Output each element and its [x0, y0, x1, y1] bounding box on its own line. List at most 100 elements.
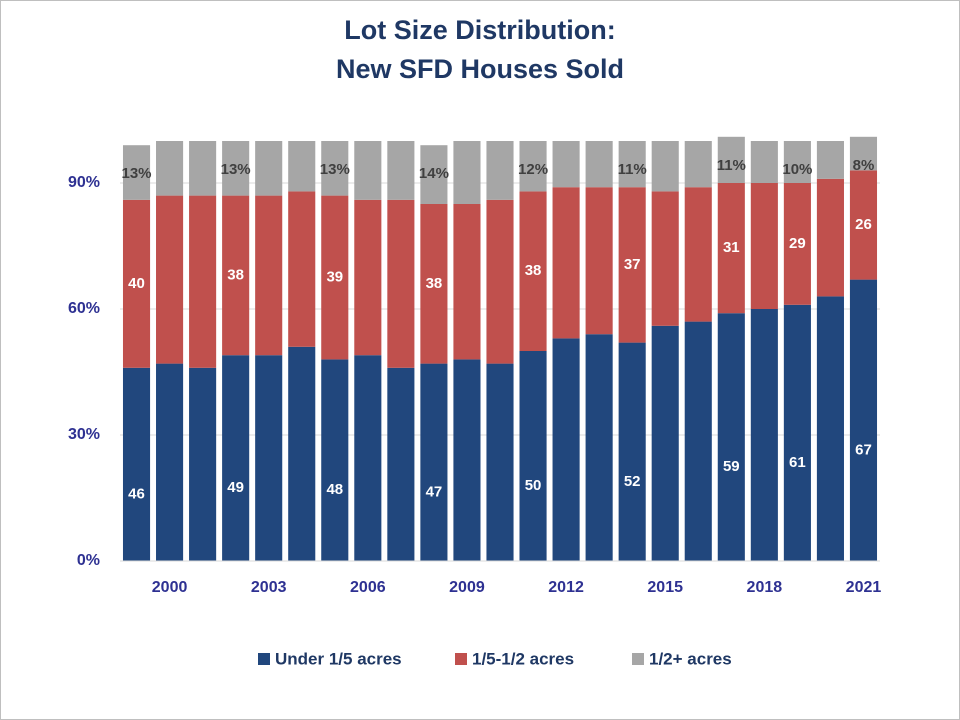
data-label: 38: [525, 262, 542, 279]
bar-segment: [453, 359, 481, 561]
data-label: 39: [326, 268, 343, 285]
data-label: 31: [723, 239, 740, 256]
data-label: 13%: [122, 165, 152, 182]
legend-swatch: [632, 653, 644, 665]
bar-segment: [387, 141, 415, 200]
bar-segment: [321, 195, 349, 360]
bar-segment: [486, 199, 514, 364]
bar-segment: [585, 334, 613, 561]
bar-segment: [156, 363, 184, 561]
x-tick-label: 2006: [350, 579, 386, 596]
data-label: 48: [326, 481, 343, 498]
data-label: 14%: [419, 165, 449, 182]
data-label: 38: [426, 275, 443, 292]
bar-segment: [849, 170, 878, 280]
bar-segment: [552, 338, 580, 561]
data-label: 52: [624, 473, 641, 490]
chart-title: Lot Size Distribution:: [344, 15, 615, 45]
bar-segment: [684, 141, 712, 188]
bar-segment: [486, 363, 514, 561]
bar-segment: [585, 141, 613, 188]
legend-swatch: [455, 653, 467, 665]
x-tick-label: 2000: [152, 579, 188, 596]
bar-segment: [618, 141, 646, 188]
bar-segment: [387, 367, 415, 561]
bar-segment: [288, 141, 316, 192]
bar-segment: [288, 191, 316, 347]
legend-label: 1/5-1/2 acres: [472, 649, 574, 668]
data-label: 8%: [853, 157, 875, 174]
bar-segment: [453, 204, 481, 360]
chart-title: New SFD Houses Sold: [336, 54, 624, 84]
bar-segment: [651, 325, 679, 561]
bar-segment: [122, 199, 151, 368]
bar-segment: [684, 187, 712, 322]
bar-segment: [354, 199, 382, 356]
bar-segment: [222, 355, 250, 561]
bar-segment: [684, 321, 712, 561]
data-label: 46: [128, 485, 145, 502]
data-label: 40: [128, 275, 145, 292]
bar-segment: [585, 187, 613, 335]
bar-segment: [321, 141, 349, 196]
data-label: 13%: [320, 161, 350, 178]
bar-segment: [189, 141, 217, 196]
bar-segment: [750, 183, 778, 309]
x-tick-label: 2003: [251, 579, 287, 596]
data-label: 37: [624, 256, 641, 273]
bar-segment: [849, 279, 878, 561]
bar-segment: [222, 195, 250, 356]
bar-segment: [651, 141, 679, 192]
y-tick-label: 60%: [68, 300, 100, 317]
bar-segment: [354, 355, 382, 561]
data-label: 49: [227, 479, 244, 496]
bar-segment: [486, 141, 514, 200]
x-tick-label: 2021: [846, 579, 882, 596]
data-label: 50: [525, 477, 542, 494]
bar-segment: [321, 359, 349, 561]
bar-segment: [717, 136, 745, 183]
bar-segment: [222, 141, 250, 196]
bar-segment: [552, 141, 580, 188]
data-label: 10%: [782, 161, 812, 178]
bar-segment: [552, 187, 580, 339]
bar-segment: [783, 183, 811, 305]
bar-segment: [816, 296, 844, 561]
data-label: 13%: [221, 161, 251, 178]
x-tick-label: 2009: [449, 579, 485, 596]
bar-segment: [122, 145, 151, 200]
bar-segment: [783, 141, 811, 183]
data-label: 29: [789, 235, 806, 252]
data-label: 47: [426, 483, 443, 500]
data-label: 59: [723, 458, 740, 475]
y-tick-label: 90%: [68, 174, 100, 191]
bar-segment: [618, 187, 646, 343]
y-tick-label: 0%: [77, 552, 100, 569]
x-tick-label: 2015: [647, 579, 683, 596]
bar-segment: [288, 346, 316, 561]
data-label: 12%: [518, 161, 548, 178]
data-label: 38: [227, 266, 244, 283]
data-label: 61: [789, 454, 806, 471]
bar-segment: [519, 141, 547, 192]
bar-segment: [750, 141, 778, 183]
legend-label: 1/2+ acres: [649, 649, 732, 668]
bar-segment: [651, 191, 679, 326]
bar-segment: [122, 367, 151, 561]
bar-segment: [453, 141, 481, 204]
bar-segment: [354, 141, 382, 200]
bar-segment: [816, 141, 844, 179]
data-label: 11%: [717, 157, 746, 174]
data-label: 67: [855, 441, 872, 458]
x-tick-label: 2018: [747, 579, 783, 596]
bar-segment: [519, 191, 547, 351]
legend-label: Under 1/5 acres: [275, 649, 402, 668]
legend-swatch: [258, 653, 270, 665]
bar-segment: [156, 141, 184, 196]
bar-segment: [189, 195, 217, 368]
bar-segment: [255, 141, 283, 196]
data-label: 26: [855, 216, 872, 233]
bar-segment: [255, 195, 283, 356]
bar-segment: [255, 355, 283, 561]
